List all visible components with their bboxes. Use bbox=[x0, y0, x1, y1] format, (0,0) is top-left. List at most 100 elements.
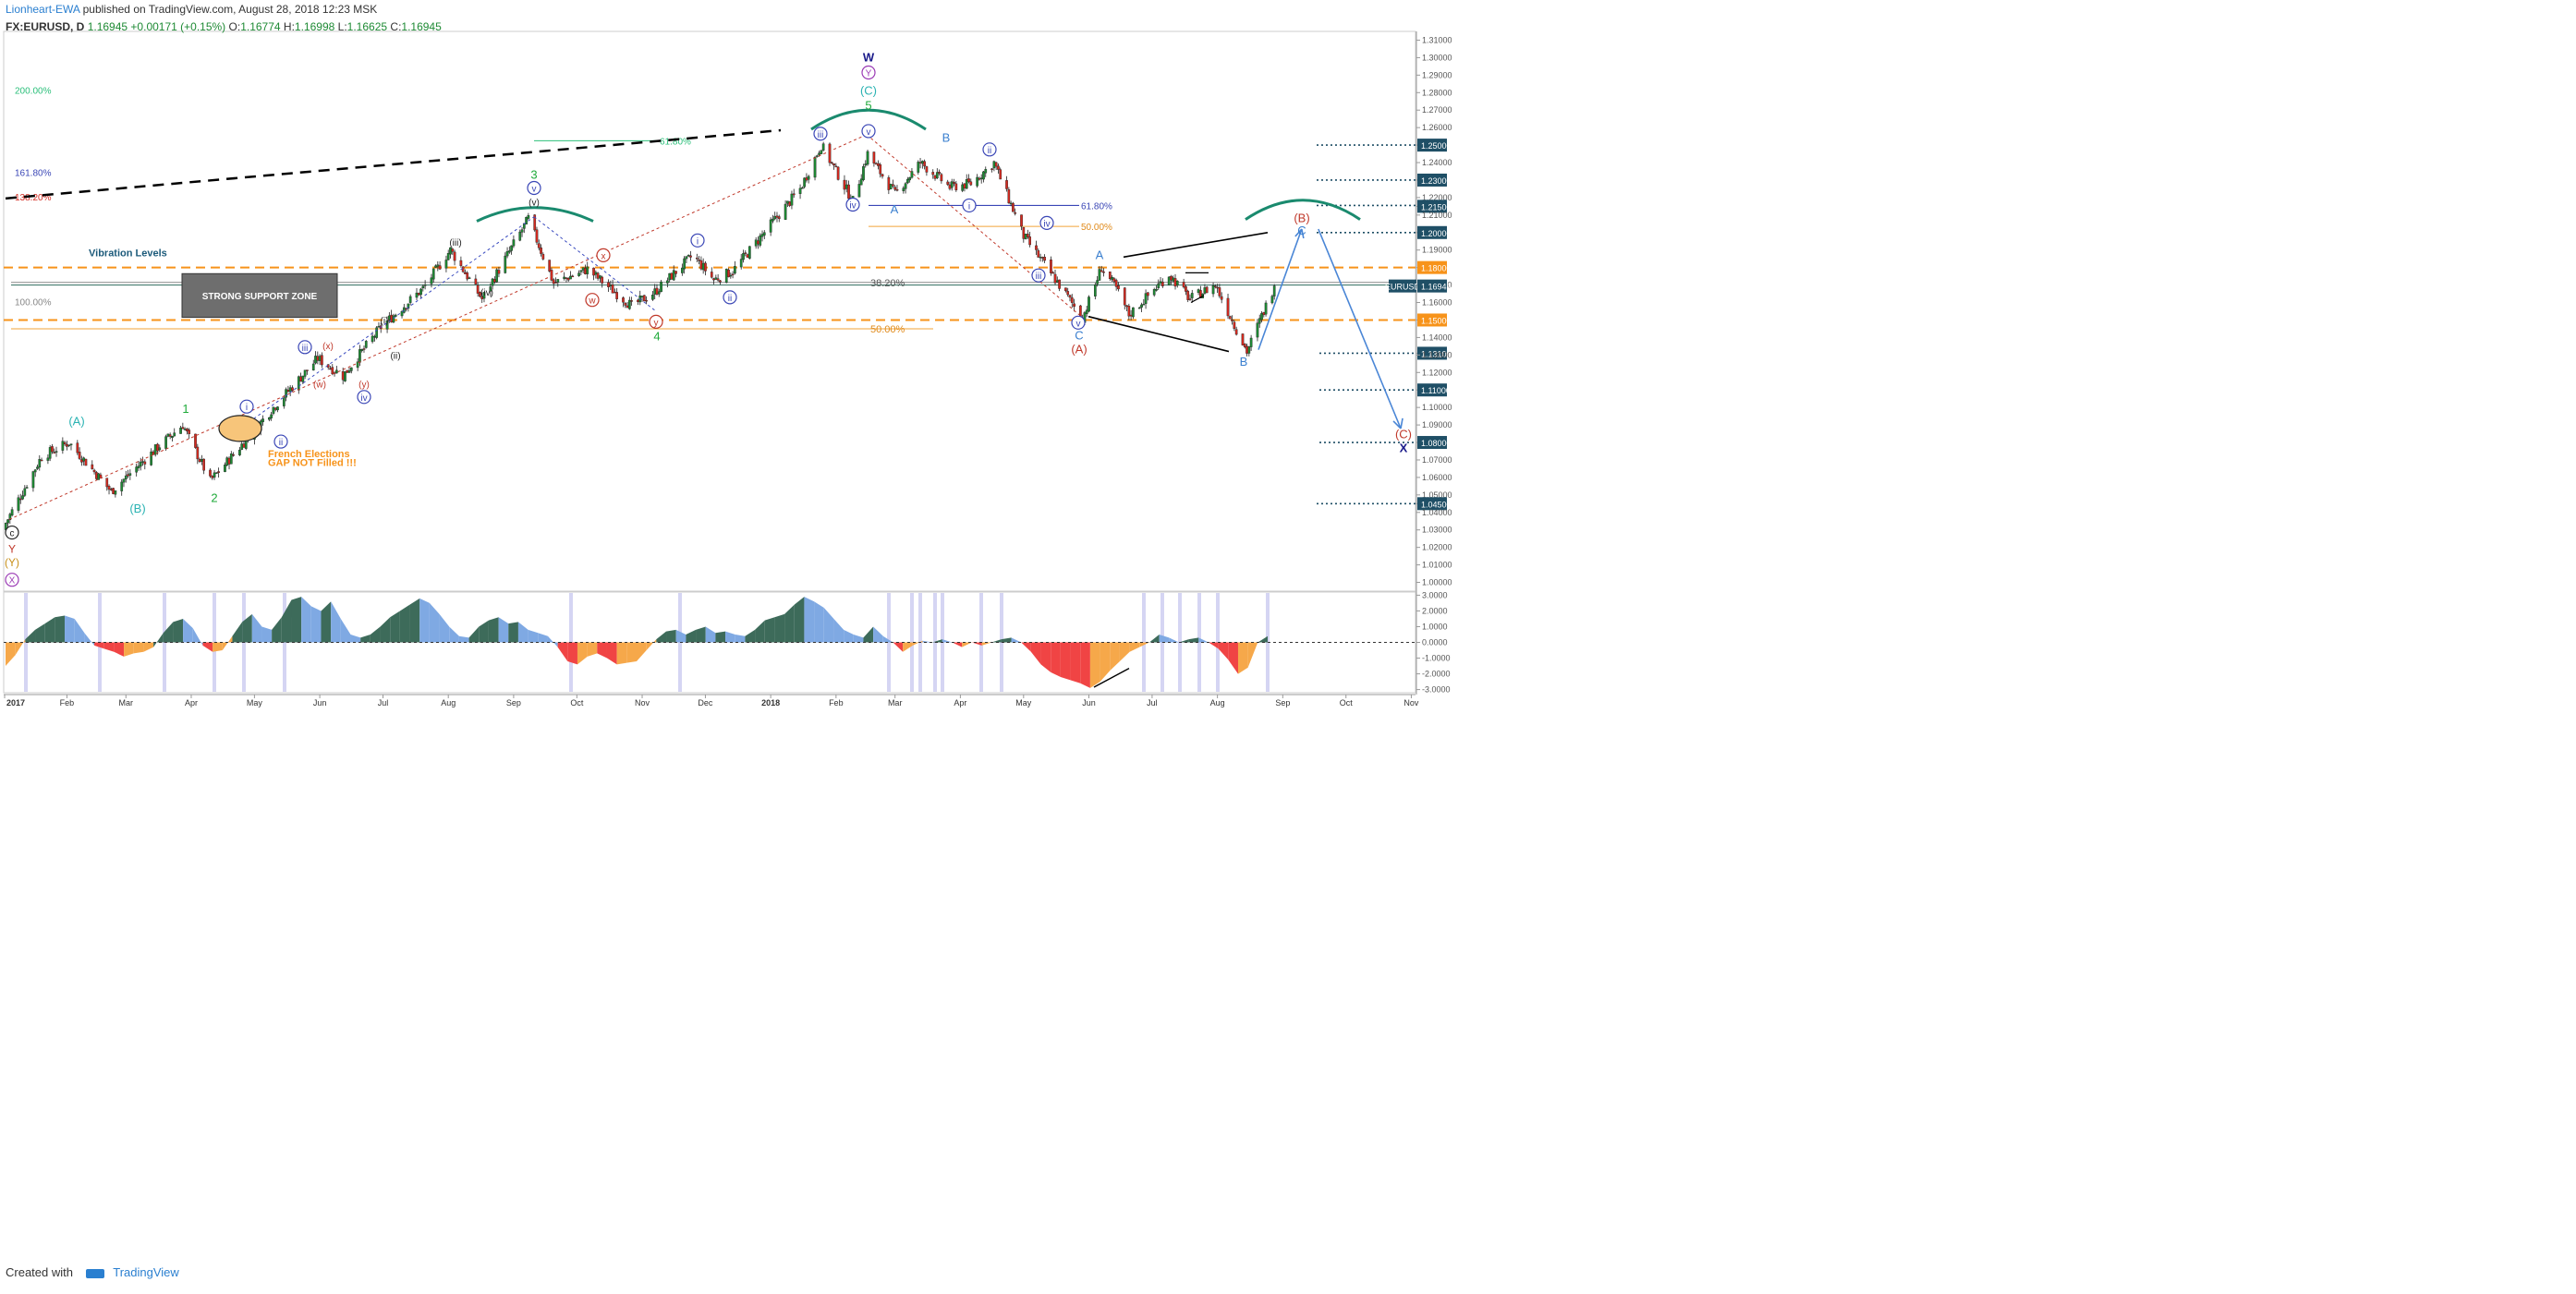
open-label: O: bbox=[228, 20, 241, 33]
candle-body bbox=[592, 267, 595, 276]
candle-body bbox=[859, 178, 863, 186]
candle-body bbox=[112, 488, 115, 494]
candle-body bbox=[569, 275, 572, 280]
candle-body bbox=[1175, 280, 1179, 285]
candle-body bbox=[895, 188, 899, 191]
candle-body bbox=[1247, 346, 1251, 354]
wave-v-may18-label-circle bbox=[1071, 315, 1086, 330]
osc-segment bbox=[1237, 642, 1248, 674]
candle-body bbox=[950, 181, 954, 188]
osc-segment bbox=[814, 601, 824, 643]
candle-body bbox=[607, 282, 610, 287]
fib-1382-label: 138.20% bbox=[15, 193, 52, 203]
osc-segment bbox=[153, 633, 164, 647]
candle-body bbox=[18, 498, 22, 501]
candle-body bbox=[872, 151, 876, 163]
osc-segment bbox=[567, 642, 577, 665]
wave-2-label: 2 bbox=[211, 491, 217, 505]
candle-body bbox=[299, 376, 302, 382]
candle-body bbox=[120, 481, 124, 491]
candle-body bbox=[1172, 277, 1175, 282]
candle-body bbox=[408, 296, 412, 303]
osc-segment bbox=[1159, 634, 1170, 643]
candle-body bbox=[55, 451, 58, 453]
candle-body bbox=[681, 267, 684, 273]
osc-segment bbox=[675, 629, 687, 643]
small-line-b bbox=[1190, 295, 1205, 304]
author-link[interactable]: Lionheart-EWA bbox=[6, 3, 80, 16]
candle-body bbox=[1159, 281, 1162, 284]
candle-body bbox=[114, 490, 117, 495]
fib-50-label: 50.00% bbox=[870, 324, 905, 335]
candle-body bbox=[777, 216, 781, 220]
candle-body bbox=[864, 163, 868, 166]
wave-b-red-label: (B) bbox=[1294, 212, 1309, 225]
candle-body bbox=[242, 443, 246, 448]
candle-body bbox=[611, 284, 614, 294]
wave-iii-may18-label-circle bbox=[1031, 268, 1046, 283]
candle-body bbox=[188, 429, 191, 434]
osc-segment bbox=[479, 620, 489, 643]
candle-body bbox=[961, 184, 965, 191]
candle-body bbox=[137, 466, 140, 468]
candle-body bbox=[948, 184, 952, 189]
candle-body bbox=[622, 297, 625, 303]
strong-support-zone-box bbox=[181, 272, 338, 319]
candle-body bbox=[124, 475, 128, 479]
candle-body bbox=[548, 260, 552, 272]
candle-body bbox=[349, 367, 353, 371]
candle-body bbox=[476, 284, 480, 294]
candle-body bbox=[798, 187, 802, 194]
candle-body bbox=[446, 253, 450, 260]
candle-body bbox=[122, 478, 126, 483]
candle-body bbox=[844, 184, 848, 189]
candle-body bbox=[734, 266, 736, 274]
candle-body bbox=[1262, 311, 1266, 316]
candle-body bbox=[497, 270, 501, 274]
candle-body bbox=[127, 474, 129, 477]
osc-segment bbox=[44, 617, 55, 643]
candle-body bbox=[615, 292, 619, 299]
tradingview-link[interactable]: TradingView bbox=[113, 1265, 179, 1279]
osc-segment bbox=[25, 629, 36, 643]
wave-x-purple-label-circle bbox=[5, 573, 19, 587]
osc-segment bbox=[971, 642, 982, 646]
candle-body bbox=[1051, 272, 1055, 274]
price-level-tag-text-26: 1.08000 bbox=[1421, 439, 1452, 448]
osc-segment bbox=[281, 599, 292, 643]
price-level-tag-text-30: 1.04500 bbox=[1421, 500, 1452, 509]
candle-body bbox=[645, 299, 648, 302]
wave-iv-top-label: iv bbox=[849, 200, 856, 211]
osc-segment bbox=[143, 642, 154, 652]
candle-body bbox=[407, 303, 410, 309]
candle-body bbox=[430, 277, 433, 284]
price-tick-label-1: 1.30000 bbox=[1422, 53, 1452, 62]
candle-body bbox=[1127, 306, 1131, 317]
candle-body bbox=[674, 271, 677, 274]
candle-body bbox=[712, 278, 715, 281]
osc-segment bbox=[370, 626, 381, 643]
candle-body bbox=[63, 441, 67, 444]
blue-dotted-a bbox=[239, 216, 535, 429]
candle-body bbox=[710, 272, 713, 278]
candle-body bbox=[744, 252, 747, 254]
candle-body bbox=[668, 272, 672, 281]
osc-segment bbox=[242, 613, 252, 643]
candle-body bbox=[316, 356, 320, 361]
candle-body bbox=[902, 187, 905, 191]
osc-segment bbox=[1080, 642, 1090, 688]
osc-segment bbox=[952, 642, 963, 647]
candle-body bbox=[512, 239, 516, 247]
candle-body bbox=[150, 451, 152, 466]
price-level-tag-8 bbox=[1417, 173, 1447, 187]
candle-body bbox=[657, 291, 661, 295]
candle-body bbox=[893, 187, 897, 190]
candle-body bbox=[419, 288, 422, 296]
osc-segment bbox=[173, 618, 184, 643]
osc-segment bbox=[1021, 642, 1031, 652]
candle-body bbox=[906, 178, 909, 184]
candle-body bbox=[273, 407, 277, 410]
osc-segment bbox=[261, 626, 273, 643]
close-label: C: bbox=[390, 20, 402, 33]
